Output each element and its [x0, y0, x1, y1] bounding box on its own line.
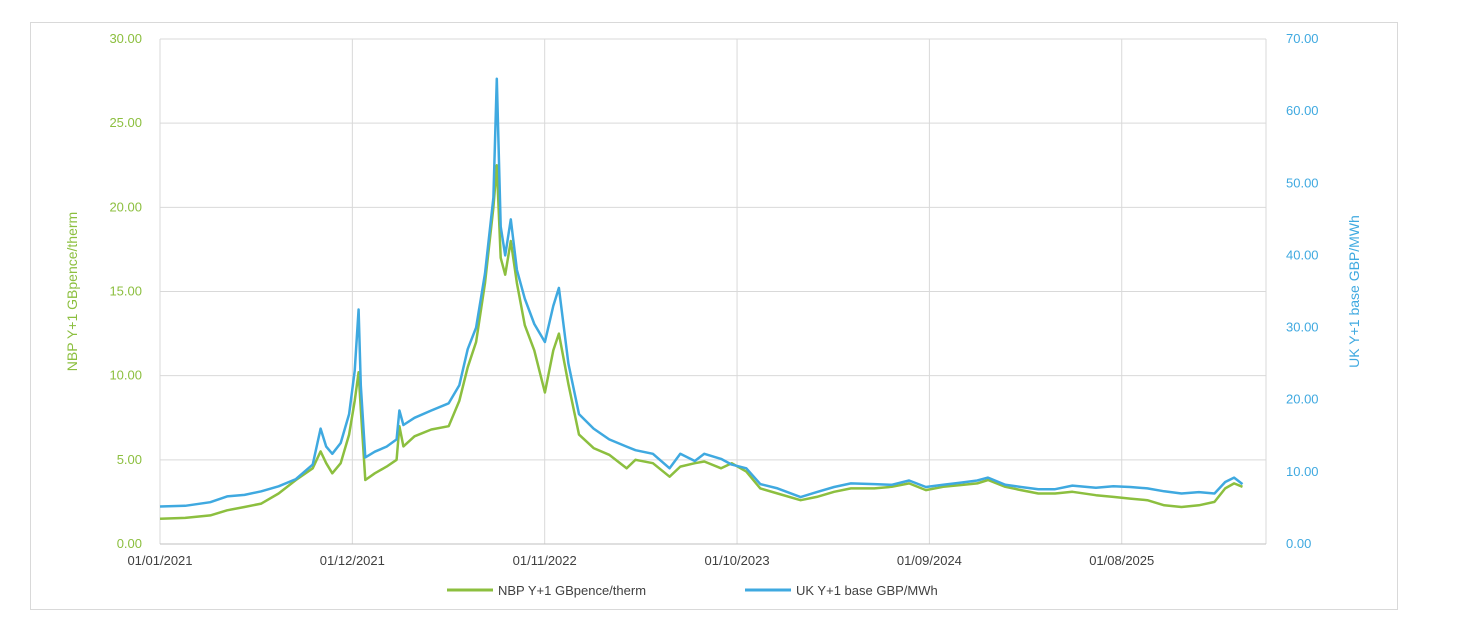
series-lines [159, 77, 1244, 521]
y-right-tick-label: 30.00 [1286, 320, 1319, 335]
series-line-uk [159, 77, 1244, 508]
y-left-tick-label: 25.00 [109, 115, 142, 130]
y-left-tick-label: 0.00 [117, 536, 142, 551]
y-right-tick-label: 0.00 [1286, 536, 1311, 551]
y-left-tick-label: 10.00 [109, 368, 142, 383]
chart-frame: 0.00 5.00 10.00 15.00 20.00 25.00 30.00 0.00 10.… [30, 22, 1398, 610]
y-left-tick-label: 20.00 [109, 199, 142, 214]
legend-label-nbp: NBP Y+1 GBpence/therm [498, 583, 646, 598]
gridlines [159, 38, 1266, 544]
line-chart: 0.00 5.00 10.00 15.00 20.00 25.00 30.00 0.00 10.… [64, 31, 1362, 598]
legend-label-uk: UK Y+1 base GBP/MWh [796, 583, 938, 598]
legend-item-nbp: NBP Y+1 GBpence/therm [447, 583, 646, 598]
axes: 0.00 5.00 10.00 15.00 20.00 25.00 30.00 0.00 10.… [109, 31, 1318, 568]
y-right-tick-label: 60.00 [1286, 103, 1319, 118]
y-right-tick-label: 40.00 [1286, 247, 1319, 262]
series-line-nbp [159, 164, 1243, 521]
y-right-tick-label: 20.00 [1286, 392, 1319, 407]
y-left-tick-label: 30.00 [109, 31, 142, 46]
y-right-tick-label: 50.00 [1286, 175, 1319, 190]
x-tick-label: 01/12/2021 [320, 553, 385, 568]
x-tick-label: 01/08/2025 [1089, 553, 1154, 568]
legend-item-uk: UK Y+1 base GBP/MWh [745, 583, 938, 598]
y-right-tick-label: 10.00 [1286, 464, 1319, 479]
y-right-tick-label: 70.00 [1286, 31, 1319, 46]
y-axis-right-label: UK Y+1 base GBP/MWh [1346, 215, 1362, 368]
y-axis-left-label: NBP Y+1 GBpence/therm [64, 212, 80, 371]
y-left-tick-label: 5.00 [117, 452, 142, 467]
x-tick-label: 01/10/2023 [705, 553, 770, 568]
y-left-tick-label: 15.00 [109, 284, 142, 299]
x-tick-label: 01/09/2024 [897, 553, 962, 568]
x-tick-label: 01/01/2021 [127, 553, 192, 568]
legend: NBP Y+1 GBpence/therm UK Y+1 base GBP/MW… [447, 583, 938, 598]
x-tick-label: 01/11/2022 [513, 553, 577, 568]
